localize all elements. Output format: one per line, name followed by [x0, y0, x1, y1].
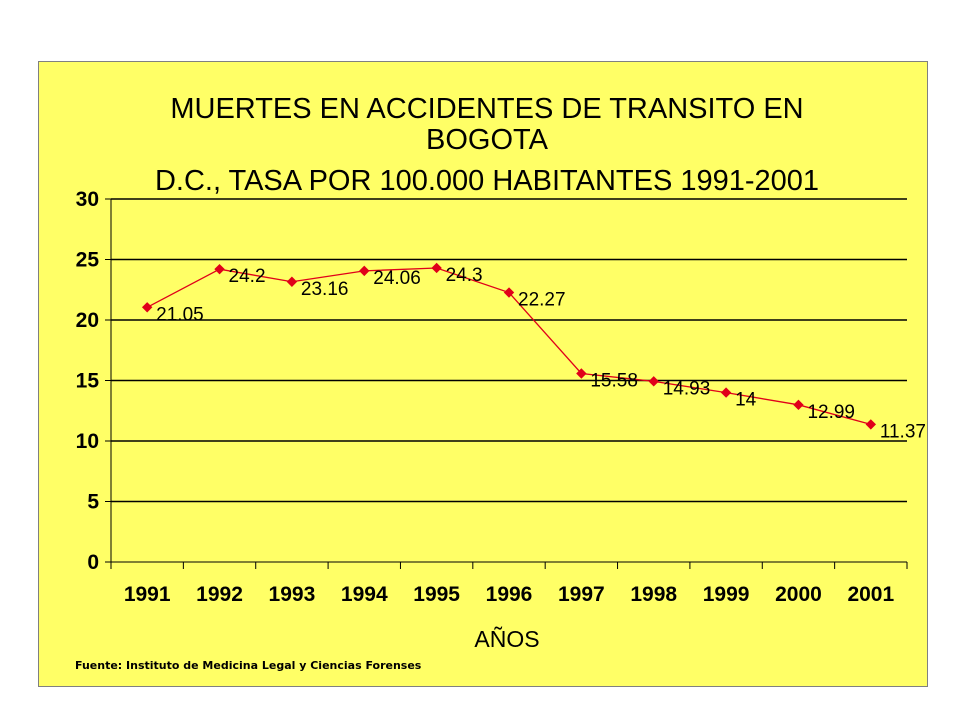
data-label: 14: [735, 390, 757, 411]
data-point: [720, 387, 732, 398]
data-label: 24.2: [229, 266, 266, 287]
data-point: [793, 399, 804, 411]
y-tick-label: 30: [76, 188, 99, 211]
data-label: 15.58: [590, 370, 638, 391]
chart-title: MUERTES EN ACCIDENTES DE TRANSITO EN BOG…: [155, 93, 819, 197]
chart-frame: MUERTES EN ACCIDENTES DE TRANSITO EN BOG…: [38, 61, 928, 687]
y-tick-label: 15: [76, 370, 100, 393]
data-labels: 21.05 24.2 23.16 24.06 24.3 22.27 15.58 14.93 14…: [156, 265, 926, 442]
x-tick-label: 1993: [269, 583, 316, 606]
x-tick-label: 1992: [196, 583, 243, 606]
x-tick-label: 1994: [341, 583, 388, 606]
data-point: [286, 276, 298, 287]
data-label: 11.37: [880, 421, 926, 442]
axes: 0 5 10 15 20 25 30 1991 1992 1993 1994 1995 1996 1997…: [76, 188, 908, 606]
x-tick-label: 1997: [558, 583, 605, 606]
data-label: 21.05: [156, 304, 204, 325]
x-tick-label: 1991: [124, 583, 171, 606]
source-note: Fuente: Instituto de Medicina Legal y Ci…: [75, 659, 422, 672]
x-tick-label: 1998: [630, 583, 677, 606]
title-line-3: D.C., TASA POR 100.000 HABITANTES 1991-2…: [155, 165, 819, 197]
title-line-1: MUERTES EN ACCIDENTES DE TRANSITO EN: [170, 93, 803, 125]
data-label: 12.99: [807, 402, 855, 423]
x-axis-title: AÑOS: [474, 626, 539, 652]
data-point: [359, 265, 370, 277]
y-tick-label: 0: [87, 551, 99, 574]
data-label: 14.93: [663, 378, 711, 399]
data-label: 24.3: [446, 265, 483, 286]
data-point: [141, 302, 153, 313]
gridlines: [111, 198, 907, 503]
data-label: 23.16: [301, 279, 349, 300]
y-tick-label: 10: [76, 430, 99, 453]
data-label: 24.06: [373, 268, 421, 289]
y-tick-label: 5: [87, 491, 99, 514]
x-tick-label: 1996: [486, 583, 533, 606]
x-tick-label: 1995: [413, 583, 460, 606]
data-point: [865, 419, 877, 430]
y-tick-label: 20: [76, 309, 99, 332]
x-tick-label: 2000: [775, 583, 822, 606]
x-tick-label: 2001: [847, 583, 894, 606]
data-point: [214, 263, 225, 275]
data-label: 22.27: [518, 290, 566, 311]
data-point: [503, 287, 515, 298]
title-line-2: BOGOTA: [426, 124, 549, 156]
data-point: [648, 376, 659, 387]
x-tick-label: 1999: [703, 583, 750, 606]
series-line: [141, 262, 877, 430]
y-tick-label: 25: [76, 249, 100, 272]
data-point: [576, 368, 587, 379]
data-point: [431, 262, 442, 274]
chart-svg: MUERTES EN ACCIDENTES DE TRANSITO EN BOG…: [75, 93, 926, 672]
